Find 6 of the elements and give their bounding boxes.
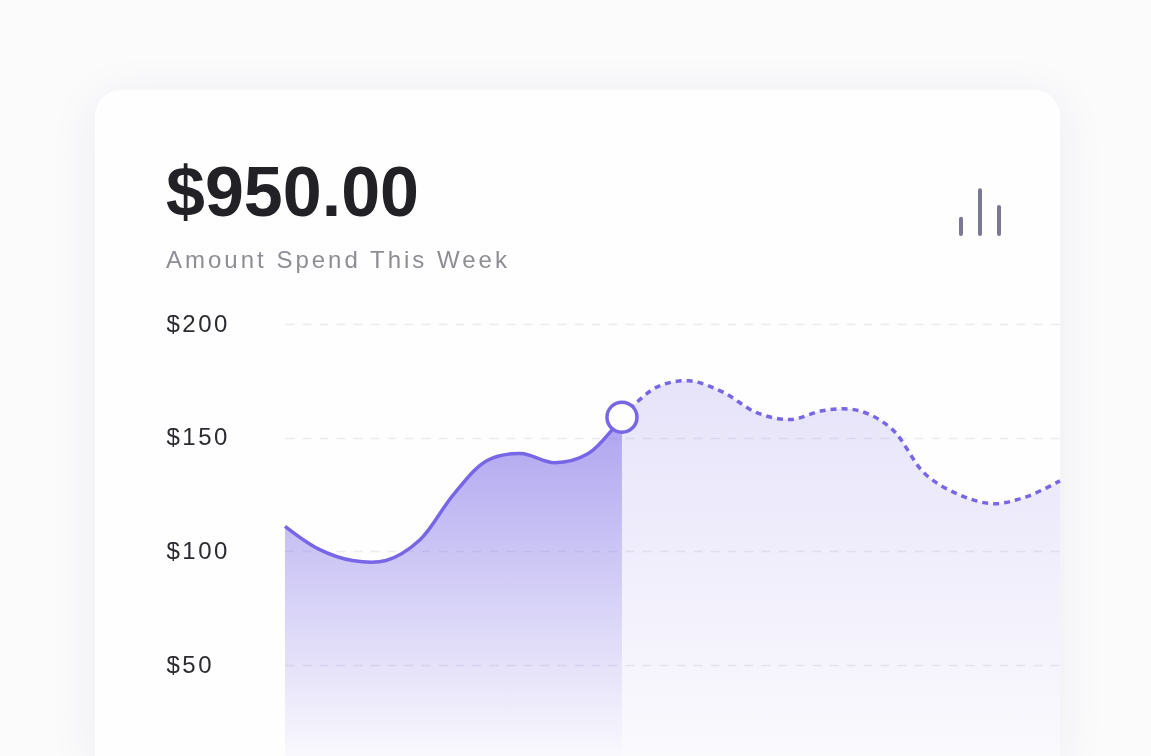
chart-subtitle: Amount Spend This Week <box>166 246 510 273</box>
y-tick-label: $100 <box>166 536 230 564</box>
y-tick-label: $200 <box>166 309 230 337</box>
y-tick-label: $150 <box>166 423 230 451</box>
chart-title: $950.00 <box>166 153 420 231</box>
y-tick-label: $50 <box>166 650 215 678</box>
